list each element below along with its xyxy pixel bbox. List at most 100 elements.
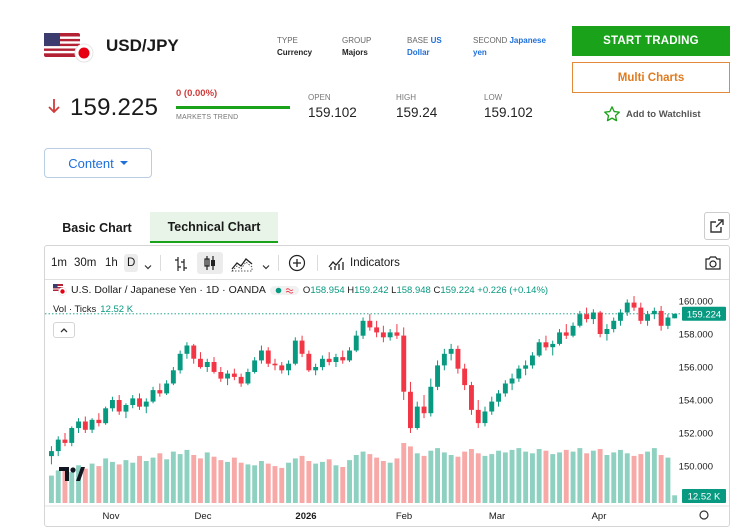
candle-body bbox=[624, 302, 630, 313]
candle-body bbox=[577, 314, 583, 326]
volume-bar bbox=[123, 460, 129, 503]
interval-d[interactable]: D bbox=[124, 254, 139, 272]
volume-bar bbox=[435, 448, 440, 503]
camera-icon[interactable] bbox=[704, 254, 722, 272]
volume-bar bbox=[502, 452, 508, 503]
toolbar-divider bbox=[317, 255, 318, 271]
volume-bar bbox=[401, 443, 407, 503]
content-dropdown[interactable]: Content bbox=[44, 148, 152, 178]
chevron-down-icon[interactable] bbox=[143, 258, 153, 276]
start-trading-button[interactable]: START TRADING bbox=[572, 26, 730, 56]
candle-body bbox=[279, 365, 285, 371]
candle-body bbox=[252, 360, 258, 372]
volume-bar bbox=[658, 455, 664, 503]
interval-1h[interactable]: 1h bbox=[105, 257, 118, 269]
last-price-tag bbox=[682, 306, 726, 321]
add-to-watchlist-button[interactable]: Add to Watchlist bbox=[603, 105, 701, 123]
volume-bar bbox=[475, 453, 481, 503]
candle-body bbox=[191, 345, 197, 359]
candle-body bbox=[177, 353, 183, 371]
area-chart-icon[interactable] bbox=[231, 255, 253, 273]
y-tick-label: 152.000 bbox=[679, 429, 713, 440]
stat-high: HIGH 159.24 bbox=[396, 93, 438, 120]
candle-body bbox=[157, 390, 163, 394]
interval-1m[interactable]: 1m bbox=[51, 257, 67, 269]
candle-body bbox=[306, 353, 312, 371]
candle-body bbox=[320, 358, 325, 368]
candle-body bbox=[218, 372, 224, 379]
candle-body bbox=[360, 320, 366, 336]
x-tick-label: 2026 bbox=[295, 511, 316, 522]
candle-body bbox=[401, 335, 407, 392]
volume-bar bbox=[665, 457, 671, 503]
candle-body bbox=[563, 332, 569, 336]
bar-style-icon[interactable] bbox=[173, 255, 189, 273]
candlestick-chart[interactable]: 160.000 158.000 156.000 154.000 152.000 150.0… bbox=[45, 281, 730, 527]
volume-bar bbox=[137, 455, 142, 503]
candle-body bbox=[347, 350, 352, 361]
candle-body bbox=[611, 320, 617, 330]
candle-body bbox=[502, 383, 508, 394]
volume-bar bbox=[320, 461, 325, 503]
indicators-button[interactable]: Indicators bbox=[328, 254, 400, 272]
volume-bar bbox=[259, 461, 264, 503]
candle-body bbox=[536, 342, 542, 356]
candle-style-button[interactable] bbox=[197, 252, 223, 274]
candle-body bbox=[374, 327, 380, 333]
chevron-down-icon[interactable] bbox=[261, 258, 271, 276]
volume-bar bbox=[611, 452, 617, 503]
y-tick-label: 154.000 bbox=[679, 396, 713, 407]
candle-body bbox=[110, 400, 115, 409]
chart-tabs: Basic Chart Technical Chart bbox=[44, 212, 278, 243]
candle-body bbox=[164, 383, 170, 394]
x-tick-label: Feb bbox=[396, 511, 412, 522]
volume-bar bbox=[597, 449, 603, 503]
tab-technical-chart[interactable]: Technical Chart bbox=[150, 212, 278, 243]
volume-bar bbox=[489, 454, 495, 503]
volume-bar bbox=[245, 464, 251, 503]
caret-down-icon bbox=[119, 161, 128, 165]
volume-bar bbox=[313, 463, 319, 503]
volume-bar bbox=[238, 462, 244, 503]
candle-body bbox=[658, 310, 664, 326]
volume-bar bbox=[116, 464, 122, 503]
interval-30m[interactable]: 30m bbox=[74, 257, 97, 269]
volume-bar bbox=[204, 452, 210, 503]
volume-bar bbox=[496, 450, 501, 503]
tab-basic-chart[interactable]: Basic Chart bbox=[62, 220, 132, 235]
markets-trend-bar bbox=[176, 106, 290, 109]
volume-bar bbox=[557, 452, 562, 503]
chart-legend: U.S. Dollar / Japanese Yen · 1D · OANDA … bbox=[53, 284, 548, 296]
meta-type: TYPE Currency bbox=[277, 36, 313, 57]
collapse-legend-button[interactable] bbox=[53, 322, 75, 338]
candle-body bbox=[672, 313, 678, 319]
volume-bar bbox=[651, 448, 657, 503]
market-status-badge[interactable] bbox=[269, 285, 299, 295]
volume-bar bbox=[347, 460, 352, 503]
add-compare-icon[interactable] bbox=[288, 254, 306, 272]
volume-bar bbox=[326, 459, 332, 503]
candle-body bbox=[638, 307, 644, 321]
volume-bar bbox=[265, 463, 271, 503]
candle-body bbox=[597, 312, 603, 334]
expand-chart-button[interactable] bbox=[704, 212, 730, 240]
volume-bar bbox=[462, 451, 468, 503]
wave-icon bbox=[285, 287, 294, 294]
indicators-label: Indicators bbox=[350, 257, 400, 269]
volume-bar bbox=[164, 459, 170, 503]
volume-bar bbox=[448, 455, 454, 503]
candle-body bbox=[326, 358, 332, 363]
volume-bar bbox=[604, 455, 610, 503]
volume-bar bbox=[570, 451, 576, 503]
multi-charts-button[interactable]: Multi Charts bbox=[572, 62, 730, 93]
meta-group: GROUP Majors bbox=[342, 36, 372, 57]
volume-bar bbox=[577, 448, 583, 503]
indicators-icon bbox=[328, 257, 344, 270]
candle-body bbox=[286, 363, 291, 371]
candle-body bbox=[489, 401, 495, 412]
y-tick-label: 160.000 bbox=[679, 297, 713, 308]
candle-body bbox=[557, 332, 562, 344]
candle-body bbox=[543, 342, 549, 348]
meta-base: BASE US Dollar bbox=[407, 36, 442, 57]
candles-icon bbox=[204, 256, 215, 270]
